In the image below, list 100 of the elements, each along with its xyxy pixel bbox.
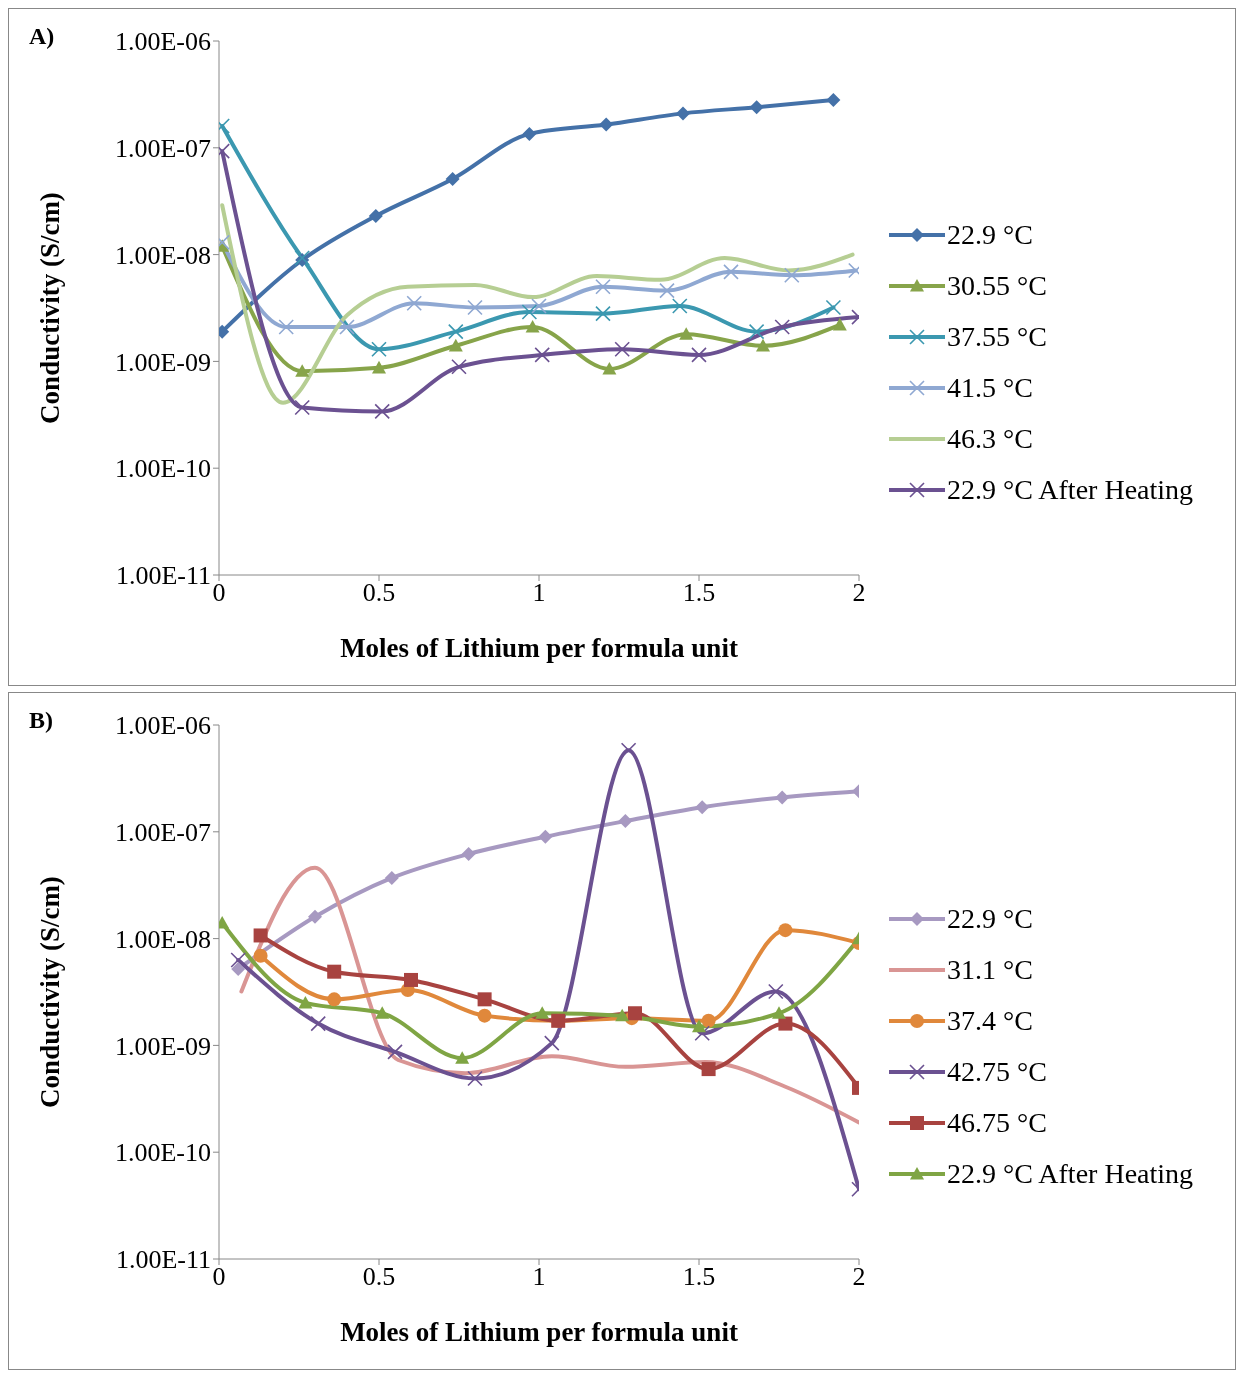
y-tick-label: 1.00E-10 xyxy=(114,454,211,484)
point xyxy=(253,948,268,963)
point xyxy=(538,829,553,844)
y-tick-label: 1.00E-11 xyxy=(115,561,211,591)
point xyxy=(701,1013,716,1028)
point xyxy=(749,100,764,115)
point xyxy=(676,106,690,121)
point xyxy=(595,305,611,322)
point xyxy=(371,341,387,358)
point xyxy=(772,1006,786,1019)
point xyxy=(695,800,710,815)
point xyxy=(310,1015,326,1032)
point xyxy=(455,1051,470,1064)
point xyxy=(756,338,770,352)
point xyxy=(679,327,694,340)
point xyxy=(521,304,538,320)
x-tick-label: 0.5 xyxy=(362,578,396,608)
point xyxy=(522,126,537,141)
point xyxy=(778,1016,793,1031)
line-series xyxy=(220,203,855,405)
x-axis-title: Moles of Lithium per formula unit xyxy=(340,1317,738,1347)
point xyxy=(477,1008,492,1023)
point xyxy=(461,846,476,861)
point xyxy=(384,870,399,885)
legend-label: 46.75 °C xyxy=(947,1106,1047,1139)
point xyxy=(525,319,540,333)
point xyxy=(784,267,800,284)
chart-title: B) xyxy=(29,707,53,734)
y-tick-label: 1.00E-08 xyxy=(114,240,211,270)
legend-label: 31.1 °C xyxy=(947,953,1033,986)
point xyxy=(775,790,790,805)
point xyxy=(544,1035,560,1051)
legend-label: 22.9 °C After Heating xyxy=(947,1157,1194,1190)
point xyxy=(694,1025,710,1042)
point xyxy=(778,923,793,938)
point xyxy=(253,928,268,943)
point xyxy=(659,282,675,299)
point xyxy=(832,317,847,331)
y-axis-title: Conductivity (S/cm) xyxy=(34,192,65,424)
point xyxy=(825,299,842,316)
point xyxy=(602,361,617,375)
point xyxy=(531,298,547,314)
point xyxy=(467,1070,483,1087)
legend-label: 37.4 °C xyxy=(947,1004,1033,1037)
point xyxy=(308,909,322,924)
point xyxy=(691,347,707,363)
point xyxy=(477,992,492,1007)
legend-label: 42.75 °C xyxy=(947,1055,1047,1088)
point xyxy=(768,983,784,1000)
legend-label: 30.55 °C xyxy=(947,269,1047,302)
x-tick-label: 2 xyxy=(852,578,866,608)
point xyxy=(448,338,463,352)
point xyxy=(448,323,464,340)
point xyxy=(672,298,688,314)
x-tick-label: 2 xyxy=(852,1262,866,1292)
point xyxy=(339,319,355,335)
point xyxy=(826,93,841,108)
point xyxy=(628,1006,642,1021)
point xyxy=(374,403,390,420)
x-tick-label: 1 xyxy=(532,578,546,608)
point xyxy=(692,1019,706,1033)
point xyxy=(614,341,630,358)
x-tick-label: 1.5 xyxy=(682,578,716,608)
point xyxy=(295,364,310,377)
legend-label: 22.9 °C After Heating xyxy=(947,473,1194,506)
point xyxy=(278,319,294,335)
point xyxy=(298,995,313,1009)
legend-label: 41.5 °C xyxy=(947,371,1033,404)
point xyxy=(406,295,422,312)
point xyxy=(599,117,614,132)
point xyxy=(535,1006,550,1019)
x-tick-label: 1.5 xyxy=(682,1262,716,1292)
y-tick-label: 1.00E-06 xyxy=(114,27,211,57)
point xyxy=(595,278,611,295)
point xyxy=(615,1008,630,1022)
y-tick-label: 1.00E-09 xyxy=(114,347,211,377)
legend-label: 46.3 °C xyxy=(947,422,1033,455)
point xyxy=(618,814,633,829)
point xyxy=(404,972,418,987)
y-tick-label: 1.00E-11 xyxy=(115,1245,211,1275)
y-tick-label: 1.00E-07 xyxy=(114,134,211,164)
point xyxy=(327,992,342,1007)
legend-label: 22.9 °C xyxy=(947,902,1033,935)
y-tick-label: 1.00E-08 xyxy=(114,924,211,954)
x-tick-label: 0.5 xyxy=(362,1262,396,1292)
point xyxy=(375,1006,390,1019)
point xyxy=(534,347,550,363)
x-tick-label: 0 xyxy=(212,1262,226,1292)
point xyxy=(231,961,246,976)
point xyxy=(620,742,637,759)
x-tick-label: 1 xyxy=(532,1262,546,1292)
x-axis-title: Moles of Lithium per formula unit xyxy=(340,633,738,663)
point xyxy=(372,360,386,374)
point xyxy=(368,208,383,223)
point xyxy=(294,399,310,416)
y-tick-label: 1.00E-10 xyxy=(114,1138,211,1168)
x-tick-label: 0 xyxy=(212,578,226,608)
point xyxy=(387,1044,403,1060)
point xyxy=(467,299,483,316)
point xyxy=(701,1062,716,1077)
